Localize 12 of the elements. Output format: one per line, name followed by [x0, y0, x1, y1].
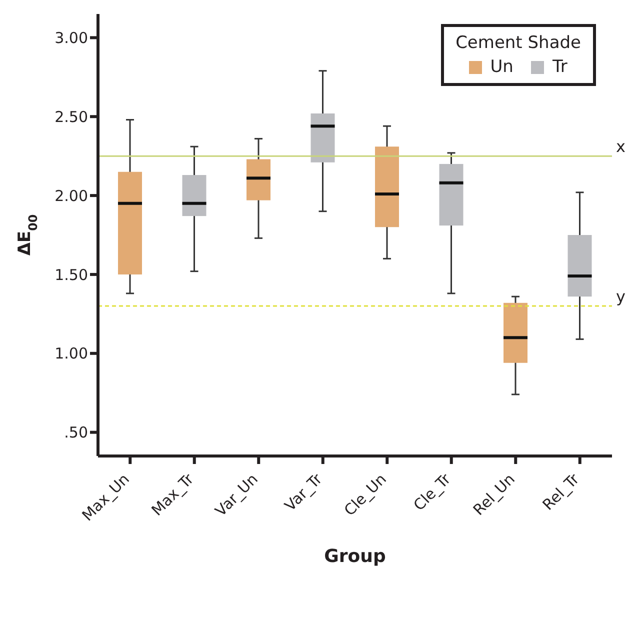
legend-label: Un — [489, 57, 514, 77]
y-tick-label: 2.50 — [54, 108, 88, 126]
y-tick-label: 3.00 — [54, 29, 88, 48]
x-axis-title: Group — [324, 546, 386, 567]
legend-title: Cement Shade — [456, 33, 581, 53]
y-tick-label: 1.00 — [54, 344, 88, 363]
y-tick-label: 2.00 — [54, 186, 88, 205]
y-tick-label: .50 — [64, 424, 88, 442]
y-tick-label: 1.50 — [54, 266, 88, 284]
ref-line-label: x — [616, 137, 626, 156]
ref-line-label: y — [616, 287, 626, 306]
legend-label: Tr — [551, 57, 568, 77]
